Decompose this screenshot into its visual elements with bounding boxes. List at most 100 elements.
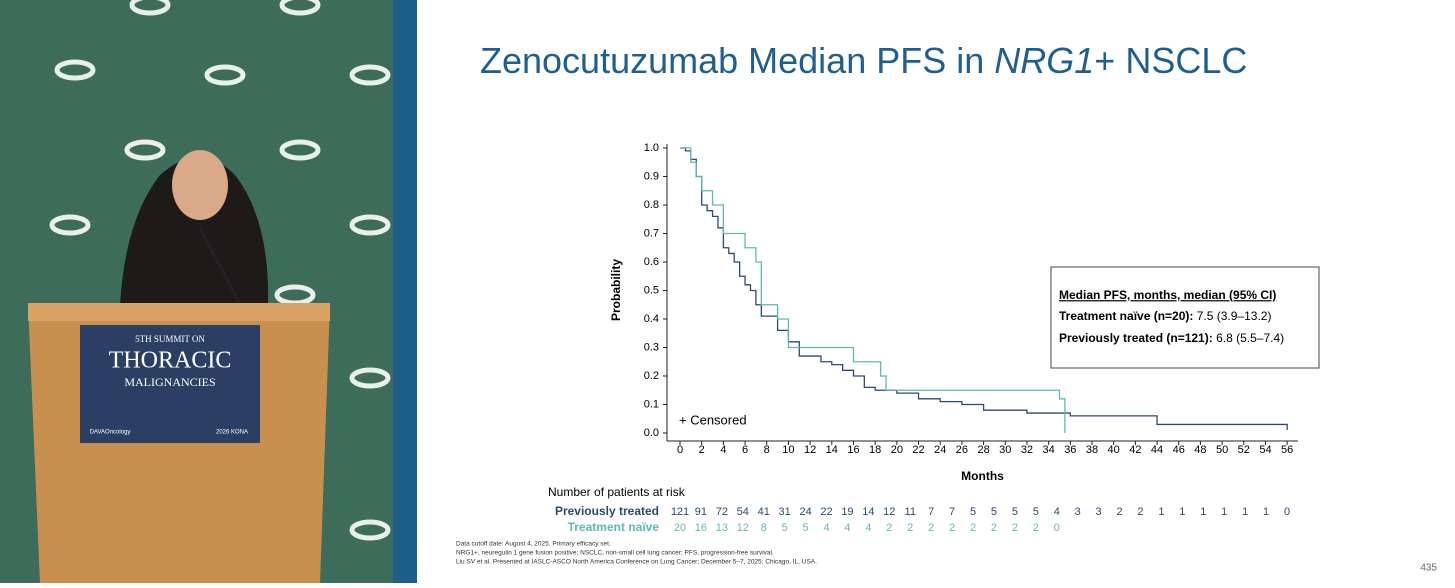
risk-count: 1 [1221,506,1227,518]
risk-count: 31 [779,506,791,518]
x-tick-label: 32 [1021,444,1033,456]
legend-value: 6.8 (5.5–7.4) [1216,331,1284,345]
risk-count: 22 [820,506,832,518]
speaker-face [172,150,228,220]
risk-count: 24 [799,506,811,518]
risk-count: 1 [1242,506,1248,518]
podium-sign [80,325,260,443]
title-part: NRG1 [994,40,1094,81]
legend-label: Treatment naïve (n=20): [1059,309,1193,323]
x-tick-label: 0 [677,444,683,456]
risk-count: 16 [695,522,707,534]
x-tick-label: 12 [804,444,816,456]
risk-count: 0 [1054,522,1060,534]
risk-count: 1 [1263,506,1269,518]
risk-count: 19 [841,506,853,518]
slide-title: Zenocutuzumab Median PFS in NRG1+ NSCLC [480,40,1247,81]
x-tick-label: 2 [699,444,705,456]
logo-pattern [49,0,391,541]
y-tick-label: 0.9 [644,170,659,182]
speaker [120,157,269,305]
risk-count: 20 [674,522,686,534]
y-tick-label: 0.6 [644,256,659,268]
risk-count: 2 [1137,506,1143,518]
risk-count: 11 [905,506,916,518]
risk-count: 2 [991,522,997,534]
risk-count: 0 [1284,506,1290,518]
y-tick-label: 0.7 [644,227,659,239]
x-tick-label: 20 [891,444,903,456]
x-tick-label: 40 [1108,444,1120,456]
footnote: Data cutoff date: August 4, 2025. Primar… [456,541,611,548]
sign-text: 2026 KONA [216,430,248,436]
x-tick-label: 56 [1281,444,1293,456]
x-tick-label: 44 [1151,444,1163,456]
risk-count: 2 [928,522,934,534]
x-tick-label: 26 [956,444,968,456]
risk-count: 5 [803,522,809,534]
risk-count: 2 [886,522,892,534]
sign-text: THORACIC [109,348,232,374]
risk-count: 2 [1012,522,1018,534]
sign-text: MALIGNANCIES [124,375,215,389]
risk-count: 5 [1033,506,1039,518]
y-tick-label: 0.8 [644,199,659,211]
legend-heading: Median PFS, months, median (95% CI) [1059,288,1276,302]
footnote: Liu SV et al. Presented at IASLC-ASCO No… [456,559,817,566]
risk-count: 7 [928,506,934,518]
x-tick-label: 36 [1064,444,1076,456]
x-tick-label: 14 [826,444,838,456]
risk-count: 72 [716,506,728,518]
risk-row-name: Treatment naïve [568,520,660,534]
risk-count: 54 [737,506,749,518]
risk-count: 7 [949,506,955,518]
legend-row: Treatment naïve (n=20): 7.5 (3.9–13.2) [1059,309,1271,323]
risk-count: 4 [823,522,829,534]
y-tick-label: 0.4 [644,313,659,325]
risk-count: 1 [1179,506,1185,518]
risk-count: 14 [862,506,874,518]
risk-count: 5 [1012,506,1018,518]
y-tick-label: 0.0 [644,427,659,439]
risk-count: 5 [970,506,976,518]
x-tick-label: 28 [977,444,989,456]
footnote: NRG1+, neuregulin 1 gene fusion positive… [456,550,774,557]
legend-row: Previously treated (n=121): 6.8 (5.5–7.4… [1059,331,1284,345]
risk-count: 12 [883,506,895,518]
risk-count: 2 [1116,506,1122,518]
risk-count: 1 [1158,506,1164,518]
sign-text: 5TH SUMMIT ON [135,334,205,344]
x-tick-label: 24 [934,444,946,456]
risk-row-name: Previously treated [555,504,659,518]
y-tick-label: 0.1 [644,398,659,410]
legend-label: Previously treated (n=121): [1059,331,1213,345]
legend-box [1050,266,1320,369]
risk-count: 2 [949,522,955,534]
x-tick-label: 50 [1216,444,1228,456]
km-curve [680,147,1066,433]
x-tick-label: 30 [999,444,1011,456]
risk-count: 4 [1054,506,1060,518]
risk-count: 5 [782,522,788,534]
x-tick-label: 10 [782,444,794,456]
risk-count: 3 [1096,506,1102,518]
y-tick-label: 0.3 [644,341,659,353]
y-axis-label: Probability [609,259,623,321]
x-tick-label: 8 [764,444,770,456]
risk-table-title: Number of patients at risk [548,485,686,499]
risk-count: 4 [844,522,850,534]
x-tick-label: 18 [869,444,881,456]
x-tick-label: 42 [1129,444,1141,456]
microphone [198,227,242,306]
x-tick-label: 52 [1238,444,1250,456]
x-tick-label: 38 [1086,444,1098,456]
title-part: + NSCLC [1094,40,1247,81]
x-tick-label: 22 [912,444,924,456]
x-tick-label: 46 [1173,444,1185,456]
x-tick-label: 34 [1043,444,1055,456]
x-tick-label: 6 [742,444,748,456]
sign-text: DAVAOncology [90,430,131,436]
risk-count: 3 [1075,506,1081,518]
risk-count: 1 [1200,506,1206,518]
x-axis-label: Months [961,469,1004,483]
